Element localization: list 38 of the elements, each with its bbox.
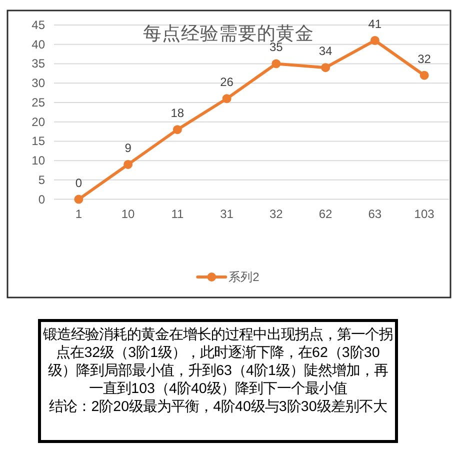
point bbox=[124, 160, 133, 169]
legend: 系列2 bbox=[196, 270, 260, 284]
point bbox=[222, 94, 232, 104]
data-label: 0 bbox=[75, 176, 82, 190]
y-tick-label: 20 bbox=[32, 114, 46, 129]
data-label: 26 bbox=[220, 75, 234, 90]
data-label: 34 bbox=[318, 44, 333, 58]
point bbox=[370, 36, 380, 45]
point bbox=[272, 59, 281, 68]
x-tick-label: 31 bbox=[220, 207, 234, 221]
y-tick-label: 10 bbox=[32, 154, 46, 168]
x-tick-label: 1 bbox=[75, 207, 82, 221]
point bbox=[74, 194, 84, 204]
legend-label: 系列2 bbox=[228, 270, 260, 284]
x-tick-label: 63 bbox=[368, 207, 382, 221]
data-label: 41 bbox=[368, 16, 382, 31]
y-tick-label: 40 bbox=[32, 37, 46, 52]
y-tick-label: 0 bbox=[38, 192, 46, 206]
y-tick-label: 15 bbox=[32, 134, 46, 148]
data-label: 9 bbox=[124, 140, 132, 155]
x-tick-label: 62 bbox=[318, 207, 333, 221]
chart-title: 每点经验需要的黄金 bbox=[143, 22, 314, 44]
y-tick-label: 35 bbox=[32, 56, 46, 71]
x-tick-label: 10 bbox=[121, 207, 136, 221]
y-tick-label: 30 bbox=[32, 76, 46, 90]
point bbox=[321, 63, 330, 72]
x-tick-label: 32 bbox=[270, 207, 284, 221]
y-tick-label: 45 bbox=[32, 18, 46, 32]
point bbox=[420, 70, 429, 80]
text: 结论：2阶20级最为平衡，4阶40级与3阶30级差别不大 bbox=[48, 398, 388, 416]
point bbox=[172, 125, 182, 134]
y-tick-label: 25 bbox=[32, 95, 46, 110]
text: 锻造经验消耗的黄金在增长的过程中出现拐点，第一个拐点在32级（3阶1级），此时逐渐下降，在62（3阶30级）降到局部最小值，升到63（4阶1级）陡然增加，再一直到103（4阶40级）降到下一个最小值 bbox=[43, 326, 393, 398]
x-tick-label: 103 bbox=[414, 207, 435, 221]
x-tick-label: 11 bbox=[171, 207, 184, 221]
data-label: 32 bbox=[418, 52, 432, 66]
data-label: 18 bbox=[170, 106, 184, 120]
y-tick-label: 5 bbox=[38, 172, 46, 187]
